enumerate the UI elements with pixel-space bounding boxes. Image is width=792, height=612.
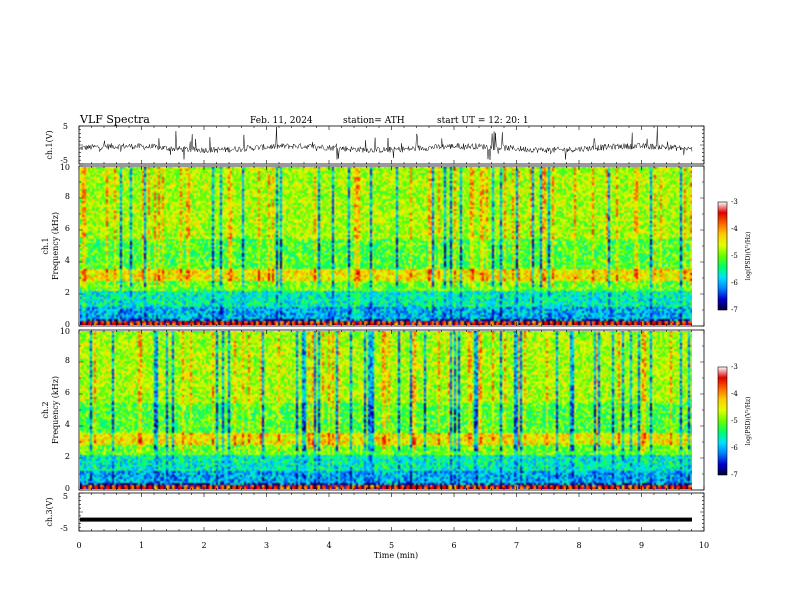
- date-label: Feb. 11, 2024: [250, 116, 313, 126]
- ch2-spectrogram-image: [80, 331, 692, 489]
- time-tick-label-4: 4: [326, 541, 331, 550]
- figure-title: VLF Spectra: [79, 113, 150, 126]
- ch1-colorbar-tick--6: -6: [731, 279, 738, 287]
- time-tick-label-5: 5: [389, 541, 394, 550]
- ch1-colorbar: [717, 201, 728, 311]
- ch1-spectrogram-yticks: 0 2 4 6 8 10: [60, 163, 70, 329]
- ch1-freq-tick-2: 2: [65, 288, 70, 297]
- ch1-waveform-ylabel: ch.1(V): [45, 130, 54, 159]
- ch2-freq-tick-4: 4: [65, 420, 70, 429]
- ch1-waveform-frame: [78, 125, 705, 165]
- time-tick-label-8: 8: [576, 541, 581, 550]
- start-time-label: start UT = 12: 20: 1: [437, 116, 529, 126]
- ch3-waveform-panel: 5 -5 ch.3(V): [45, 492, 705, 533]
- ch2-colorbar-tick--6: -6: [731, 444, 738, 452]
- ch2-colorbar-tick--3: -3: [731, 363, 738, 371]
- time-tick-label-1: 1: [139, 541, 144, 550]
- time-tick-label-10: 10: [699, 541, 709, 550]
- ch1-freq-tick-6: 6: [65, 224, 70, 233]
- ch1-freq-tick-8: 8: [65, 192, 70, 201]
- ch1-ytick-top: 5: [63, 122, 68, 131]
- ch2-spectrogram-ylabel-frequency: Frequency (kHz): [51, 376, 60, 444]
- ch2-colorbar-tick--4: -4: [731, 390, 738, 398]
- ch1-colorbar-tick--4: -4: [731, 225, 738, 233]
- station-label: station= ATH: [343, 116, 405, 126]
- ch1-freq-tick-4: 4: [65, 256, 70, 265]
- time-tick-label-9: 9: [639, 541, 644, 550]
- time-tick-label-3: 3: [264, 541, 269, 550]
- ch3-ytick-top: 5: [63, 492, 68, 501]
- ch1-freq-tick-10: 10: [60, 163, 70, 172]
- ch1-colorbar-tick--3: -3: [731, 198, 738, 206]
- time-tick-label-0: 0: [76, 541, 81, 550]
- ch2-colorbar-tick--7: -7: [731, 471, 738, 479]
- ch1-colorbar-tick--5: -5: [731, 252, 738, 260]
- ch3-waveform-trace: [80, 517, 692, 522]
- ch1-colorbar-tick--7: -7: [731, 306, 738, 314]
- ch2-spectrogram-ylabel-channel: ch.2: [41, 401, 50, 418]
- ch3-waveform-ylabel: ch.3(V): [45, 497, 54, 526]
- time-tick-label-7: 7: [514, 541, 519, 550]
- ch1-waveform-panel: 5 -5 ch.1(V): [45, 122, 705, 165]
- ch2-freq-tick-8: 8: [65, 356, 70, 365]
- tick-marks-path: [78, 125, 705, 532]
- time-tick-label-6: 6: [451, 541, 456, 550]
- ch2-colorbar: [717, 366, 728, 476]
- ch2-spectrogram-panel: 0 2 4 6 8 10 ch.2 Frequency (kHz) -3 -4 …: [41, 327, 752, 493]
- ch2-colorbar-tick--5: -5: [731, 417, 738, 425]
- ch1-spectrogram-ylabel-channel: ch.1: [41, 237, 50, 254]
- time-tick-label-2: 2: [201, 541, 206, 550]
- ch1-waveform-trace: [79, 126, 693, 161]
- ch2-freq-tick-6: 6: [65, 388, 70, 397]
- ch1-colorbar-label: log(PSD)(V²/Hz): [745, 232, 752, 281]
- axis-tick-marks: [78, 125, 705, 532]
- ch1-spectrogram-ylabel-frequency: Frequency (kHz): [51, 212, 60, 280]
- ch2-freq-tick-2: 2: [65, 452, 70, 461]
- ch1-spectrogram-panel: 0 2 4 6 8 10 ch.1 Frequency (kHz) -3 -4 …: [41, 163, 752, 329]
- ch3-waveform-frame: [78, 492, 705, 532]
- ch3-ytick-bottom: -5: [60, 524, 68, 533]
- ch2-freq-tick-0: 0: [65, 484, 70, 493]
- time-axis-tick-labels: 0 1 2 3 4 5 6 7 8 9 10: [76, 541, 709, 550]
- ch1-ytick-bottom: -5: [60, 156, 68, 165]
- ch1-freq-tick-0: 0: [65, 320, 70, 329]
- time-axis-label: Time (min): [374, 551, 418, 560]
- ch1-spectrogram-image: [80, 167, 692, 325]
- ch2-colorbar-label: log(PSD)(V²/Hz): [745, 397, 752, 446]
- ch2-freq-tick-10: 10: [60, 327, 70, 336]
